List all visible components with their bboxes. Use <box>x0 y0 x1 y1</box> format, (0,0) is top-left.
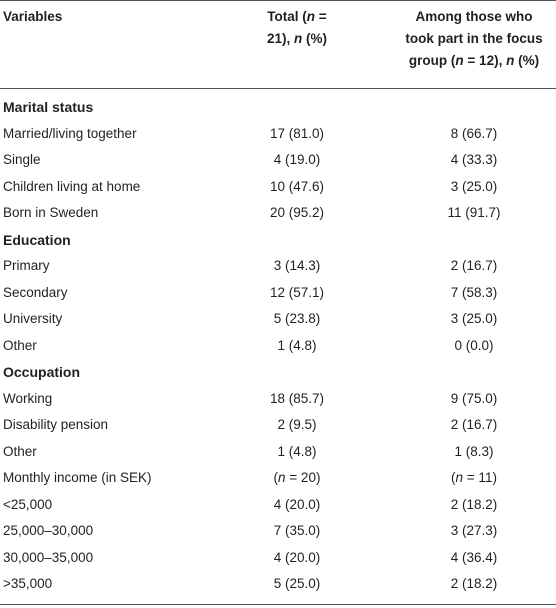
row-label: >35,000 <box>3 576 53 591</box>
section-title: Occupation <box>3 364 81 380</box>
total-cell: 18 (85.7) <box>269 390 325 406</box>
header-focus-text: took part in the focus <box>405 31 543 46</box>
row-label: Primary <box>3 258 50 273</box>
table-row: Secondary 12 (57.1) 7 (58.3) <box>0 280 556 307</box>
table-row: Primary 3 (14.3) 2 (16.7) <box>0 253 556 280</box>
section-title: Marital status <box>3 99 94 115</box>
focus-group-cell: 1 (8.3) <box>454 443 494 459</box>
total-cell: 5 (25.0) <box>273 576 321 591</box>
row-label: 30,000–35,000 <box>3 549 94 565</box>
table-row: Married/living together 17 (81.0) 8 (66.7) <box>0 121 556 148</box>
total-cell: 4 (20.0) <box>273 549 321 565</box>
top-rule <box>0 0 556 1</box>
table-row: >35,000 5 (25.0) 2 (18.2) <box>0 571 556 598</box>
total-cell: 4 (19.0) <box>273 152 321 167</box>
focus-group-cell: 4 (36.4) <box>450 549 498 565</box>
header-total: Total (n = 21), n (%) <box>222 6 372 50</box>
focus-group-cell: 3 (25.0) <box>450 178 498 194</box>
header-focus-text: = 12), <box>463 53 507 68</box>
n-paren: ( <box>273 470 279 485</box>
table-row: Other 1 (4.8) 0 (0.0) <box>0 333 556 360</box>
total-cell: 1 (4.8) <box>277 337 317 353</box>
header-total-n: n <box>294 31 303 46</box>
focus-group-cell: 4 (33.3) <box>450 152 498 167</box>
table-row: Children living at home 10 (47.6) 3 (25.0) <box>0 174 556 201</box>
header-focus-text: (%) <box>514 53 540 68</box>
n-symbol: n <box>278 470 286 485</box>
focus-group-cell: 11 (91.7) <box>447 205 501 220</box>
n-symbol: n <box>455 470 464 485</box>
row-label: Single <box>3 152 41 167</box>
total-cell: (n = 20) <box>222 465 372 492</box>
total-cell: 10 (47.6) <box>269 178 325 194</box>
n-paren: ( <box>451 470 456 485</box>
total-cell: 2 (9.5) <box>277 417 317 432</box>
header-focus-text: Among those who <box>415 9 533 24</box>
total-cell: 7 (35.0) <box>273 523 321 538</box>
row-label: Monthly income (in SEK) <box>3 470 152 485</box>
header-focus-group: Among those who took part in the focus g… <box>392 6 556 72</box>
section-title: Education <box>3 231 71 248</box>
header-total-text: (%) <box>302 31 327 46</box>
header-total-n: n <box>306 9 316 24</box>
focus-group-cell: 2 (18.2) <box>450 496 498 512</box>
total-cell: 1 (4.8) <box>277 443 317 459</box>
row-label: Working <box>3 390 53 406</box>
row-label: 25,000–30,000 <box>3 523 94 538</box>
table-row: University 5 (23.8) 3 (25.0) <box>0 306 556 333</box>
total-cell: 3 (14.3) <box>273 258 321 273</box>
focus-group-cell: 7 (58.3) <box>450 284 498 300</box>
row-label: Born in Sweden <box>3 205 99 220</box>
focus-group-cell: 2 (16.7) <box>450 258 498 273</box>
focus-group-cell: 3 (27.3) <box>450 523 498 538</box>
header-focus-n: n <box>455 53 464 68</box>
table-row: Working 18 (85.7) 9 (75.0) <box>0 386 556 413</box>
total-cell: 4 (20.0) <box>273 496 321 512</box>
row-label: Other <box>3 337 37 353</box>
table-row: Single 4 (19.0) 4 (33.3) <box>0 147 556 174</box>
n-value: = 20) <box>285 470 321 485</box>
section-header-row: Education <box>0 227 556 254</box>
bottom-rule <box>0 604 556 605</box>
total-cell: 12 (57.1) <box>269 284 325 300</box>
header-focus-n: n <box>506 53 515 68</box>
section-header-row: Marital status <box>0 94 556 121</box>
table-row: Monthly income (in SEK) (n = 20) (n = 11) <box>0 465 556 492</box>
focus-group-cell: 9 (75.0) <box>450 390 498 406</box>
header-variables: Variables <box>3 6 62 28</box>
table-row: <25,000 4 (20.0) 2 (18.2) <box>0 492 556 519</box>
header-focus-text: group ( <box>408 53 456 68</box>
table-row: Other 1 (4.8) 1 (8.3) <box>0 439 556 466</box>
row-label: Other <box>3 443 37 459</box>
header-total-text: = <box>315 9 327 24</box>
table-row: Disability pension 2 (9.5) 2 (16.7) <box>0 412 556 439</box>
table-row: 30,000–35,000 4 (20.0) 4 (36.4) <box>0 545 556 572</box>
row-label: Disability pension <box>3 417 109 432</box>
header-variables-label: Variables <box>3 9 63 24</box>
n-value: = 11) <box>463 470 497 485</box>
focus-group-cell: 3 (25.0) <box>450 311 498 326</box>
focus-group-cell: 2 (18.2) <box>450 576 498 591</box>
focus-group-cell: (n = 11) <box>392 465 556 492</box>
header-total-text: Total ( <box>267 9 307 24</box>
header-total-text: 21), <box>266 31 294 46</box>
row-label: Children living at home <box>3 178 141 194</box>
row-label: University <box>3 311 63 326</box>
table-row: 25,000–30,000 7 (35.0) 3 (27.3) <box>0 518 556 545</box>
row-label: Married/living together <box>3 125 137 141</box>
table-row: Born in Sweden 20 (95.2) 11 (91.7) <box>0 200 556 227</box>
row-label: <25,000 <box>3 496 53 512</box>
row-label: Secondary <box>3 284 68 300</box>
section-header-row: Occupation <box>0 359 556 386</box>
total-cell: 17 (81.0) <box>269 125 325 141</box>
header-rule <box>0 88 556 89</box>
focus-group-cell: 8 (66.7) <box>450 125 498 141</box>
focus-group-cell: 2 (16.7) <box>450 417 498 432</box>
focus-group-cell: 0 (0.0) <box>454 337 494 353</box>
total-cell: 20 (95.2) <box>269 205 325 220</box>
total-cell: 5 (23.8) <box>273 311 321 326</box>
